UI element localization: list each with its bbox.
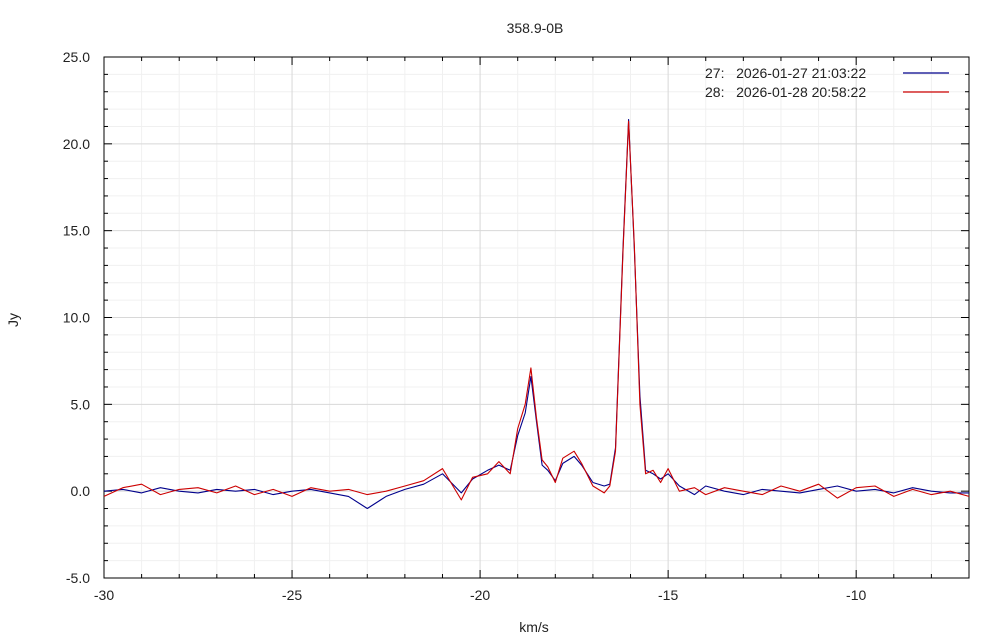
y-tick-label: -5.0 — [66, 570, 90, 586]
chart-title: 358.9-0B — [507, 20, 564, 36]
x-tick-label: -15 — [658, 587, 678, 603]
x-tick-label: -25 — [282, 587, 302, 603]
x-tick-label: -30 — [94, 587, 114, 603]
grid — [103, 56, 970, 579]
legend-entry-label: 28: 2026-01-28 20:58:22 — [705, 84, 866, 100]
y-axis-label: Jy — [5, 313, 21, 327]
series-lines — [103, 118, 970, 510]
legend: 27: 2026-01-27 21:03:22 28: 2026-01-28 20… — [705, 65, 949, 100]
y-tick-label: 20.0 — [63, 136, 90, 152]
series-line — [103, 120, 970, 501]
y-tick-label: 10.0 — [63, 310, 90, 326]
axis-ticks: -30 -25 -20 -15 -10 -5.0 0.0 5.0 10.0 15.0 20.0 25.… — [63, 49, 970, 603]
legend-entry-label: 27: 2026-01-27 21:03:22 — [705, 65, 866, 81]
y-tick-label: 15.0 — [63, 223, 90, 239]
series-line — [103, 118, 969, 510]
y-tick-label: 0.0 — [71, 483, 91, 499]
x-axis-label: km/s — [519, 619, 549, 635]
y-tick-label: 25.0 — [63, 49, 90, 65]
x-tick-label: -10 — [846, 587, 866, 603]
x-tick-label: -20 — [470, 587, 490, 603]
y-tick-label: 5.0 — [71, 396, 91, 412]
